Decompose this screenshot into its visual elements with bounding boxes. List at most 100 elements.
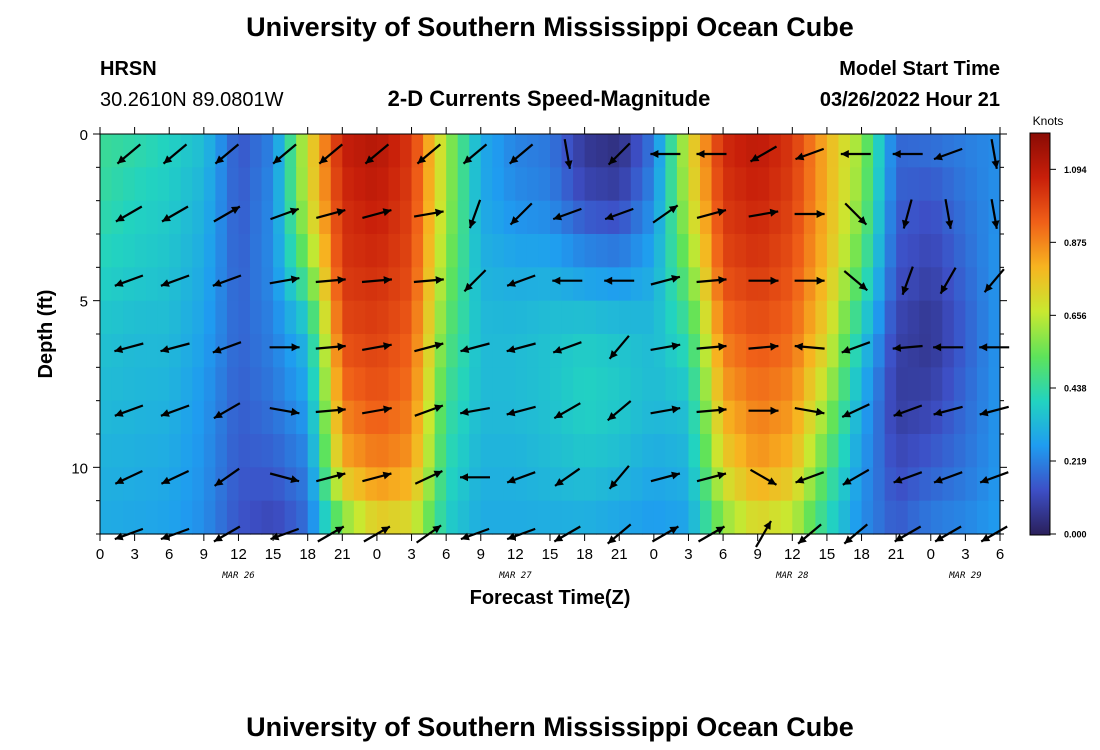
- heatmap-cell: [780, 234, 793, 268]
- heatmap-cell: [550, 500, 563, 535]
- x-tick-label: 0: [650, 546, 658, 563]
- heatmap-cell: [930, 400, 943, 435]
- heatmap-cell: [250, 300, 263, 335]
- heatmap-cell: [492, 167, 505, 202]
- heatmap-cell: [342, 334, 355, 368]
- heatmap-cell: [896, 467, 909, 502]
- heatmap-cell: [330, 200, 343, 235]
- current-arrow: [933, 147, 963, 161]
- heatmap-cell: [676, 400, 690, 435]
- heatmap-cell: [342, 500, 355, 535]
- heatmap-cell: [469, 134, 482, 168]
- heatmap-cell: [861, 434, 874, 468]
- current-arrow: [892, 150, 923, 158]
- date-label: MAR 29: [948, 571, 982, 581]
- heatmap-cell: [584, 234, 597, 268]
- heatmap-cell: [919, 400, 932, 435]
- heatmap-cell: [400, 434, 413, 468]
- x-tick-label: 9: [200, 546, 208, 563]
- heatmap-cell: [192, 300, 205, 335]
- heatmap-cell: [711, 400, 724, 435]
- heatmap-cell: [873, 200, 886, 235]
- heatmap-cell: [700, 500, 713, 535]
- heatmap-cell: [676, 434, 690, 468]
- heatmap-cell: [619, 367, 632, 402]
- current-arrow: [269, 472, 300, 483]
- heatmap-cell: [238, 234, 251, 268]
- heatmap-cell: [976, 200, 990, 235]
- heatmap-cell: [665, 500, 678, 535]
- current-arrow: [416, 143, 442, 165]
- heatmap-cell: [411, 300, 424, 335]
- heatmap-cell: [434, 267, 447, 302]
- heatmap-cell: [296, 300, 309, 335]
- heatmap-cell: [792, 467, 805, 502]
- figure-title: University of Southern Mississippi Ocean…: [246, 12, 854, 42]
- heatmap-cell: [665, 267, 678, 302]
- chart-subtitle: 2-D Currents Speed-Magnitude: [388, 86, 711, 111]
- heatmap-cell: [226, 200, 240, 235]
- heatmap-cell: [584, 300, 597, 335]
- heatmap-cell: [584, 467, 597, 502]
- heatmap-cell: [815, 234, 828, 268]
- heatmap-cell: [573, 267, 586, 302]
- heatmap-cell: [215, 167, 228, 202]
- heatmap-cell: [319, 300, 332, 335]
- heatmap-cell: [884, 167, 897, 202]
- heatmap-cell: [342, 167, 355, 202]
- heatmap-cell: [411, 200, 424, 235]
- heatmap-cell: [423, 367, 436, 402]
- current-arrow: [460, 342, 490, 353]
- heatmap-cell: [642, 267, 655, 302]
- heatmap-cell: [757, 367, 770, 402]
- heatmap-cell: [100, 500, 113, 535]
- heatmap-cell: [423, 300, 436, 335]
- heatmap-cell: [734, 234, 747, 268]
- heatmap-cell: [238, 434, 251, 468]
- heatmap-cell: [307, 234, 320, 268]
- current-arrow: [213, 467, 240, 487]
- heatmap-cell: [676, 134, 690, 168]
- heatmap-cell: [873, 134, 886, 168]
- date-label: MAR 28: [775, 571, 809, 581]
- heatmap-cell: [203, 434, 216, 468]
- heatmap-cell: [273, 267, 286, 302]
- current-arrow: [795, 471, 825, 484]
- heatmap-cell: [526, 334, 540, 368]
- heatmap-cell: [965, 400, 978, 435]
- heatmap-cell: [203, 500, 216, 535]
- heatmap-cell: [284, 467, 297, 502]
- heatmap-cell: [319, 400, 332, 435]
- heatmap-cell: [446, 167, 459, 202]
- heatmap-cell: [988, 367, 1001, 402]
- y-tick-label: 0: [80, 127, 88, 144]
- heatmap-cell: [134, 200, 147, 235]
- heatmap-cell: [503, 234, 516, 268]
- heatmap-cell: [411, 500, 424, 535]
- heatmap-cell: [538, 434, 551, 468]
- heatmap-cell: [273, 234, 286, 268]
- colorbar-tick-label: 0.656: [1064, 311, 1087, 321]
- current-arrow: [696, 406, 727, 414]
- heatmap-cell: [215, 367, 228, 402]
- heatmap-cell: [953, 367, 966, 402]
- heatmap-cell: [815, 467, 828, 502]
- heatmap-cell: [296, 434, 309, 468]
- heatmap-cell: [480, 300, 493, 335]
- heatmap-cell: [688, 400, 701, 435]
- heatmap-cell: [146, 267, 159, 302]
- current-arrow: [463, 269, 487, 293]
- heatmap-cell: [769, 267, 782, 302]
- heatmap-cell: [319, 234, 332, 268]
- heatmap-cell: [515, 367, 528, 402]
- heatmap-cell: [250, 500, 263, 535]
- current-arrow: [979, 405, 1009, 417]
- heatmap-cell: [330, 167, 343, 202]
- heatmap-cell: [146, 200, 159, 235]
- colorbar-tick-label: 0.438: [1064, 384, 1087, 394]
- heatmap-cell: [884, 367, 897, 402]
- current-arrow: [115, 205, 143, 223]
- heatmap-cell: [896, 500, 909, 535]
- heatmap-cell: [123, 434, 136, 468]
- current-arrow: [269, 275, 300, 285]
